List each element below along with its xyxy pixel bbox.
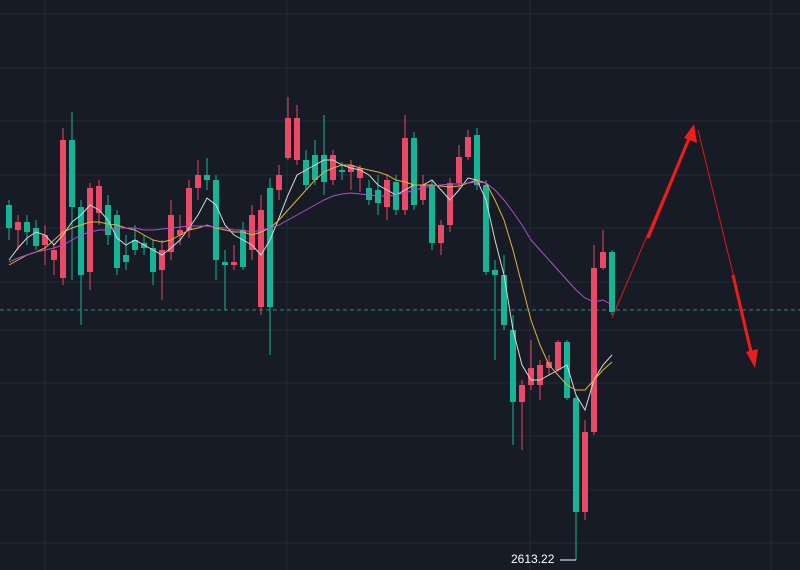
candle-body bbox=[6, 205, 12, 228]
candle-body bbox=[42, 235, 48, 245]
candle-body bbox=[384, 180, 390, 207]
candle-body bbox=[186, 188, 192, 230]
candle-body bbox=[537, 365, 543, 385]
candle-body bbox=[321, 155, 327, 182]
candle-body bbox=[564, 342, 570, 398]
candle-body bbox=[528, 368, 534, 385]
candle-body bbox=[420, 185, 426, 200]
candle-body bbox=[474, 135, 480, 185]
candle-body bbox=[411, 138, 417, 205]
moving-average-line bbox=[8, 181, 613, 306]
min-label: 2613.22 bbox=[511, 552, 555, 566]
candle-body bbox=[438, 225, 444, 243]
candle-body bbox=[555, 342, 561, 370]
candle-body bbox=[456, 157, 462, 183]
candle-body bbox=[114, 215, 120, 268]
candle-body bbox=[51, 250, 57, 260]
candle-body bbox=[510, 330, 516, 402]
up-arrowhead bbox=[684, 124, 697, 143]
moving-average-line bbox=[8, 159, 613, 412]
candle-body bbox=[78, 207, 84, 275]
candle-body bbox=[285, 118, 291, 158]
candle-body bbox=[501, 275, 507, 325]
candle-body bbox=[15, 222, 21, 230]
candle-body bbox=[24, 222, 30, 232]
candle-body bbox=[168, 215, 174, 252]
candle-body bbox=[240, 230, 246, 267]
candle-body bbox=[492, 270, 498, 275]
candle-body bbox=[276, 175, 282, 190]
candle-body bbox=[69, 140, 75, 207]
candle-body bbox=[609, 252, 615, 312]
candle-body bbox=[87, 188, 93, 272]
candle-body bbox=[150, 248, 156, 272]
candle-body bbox=[294, 118, 300, 160]
up-arrow bbox=[646, 135, 692, 239]
annotation-arrows bbox=[611, 124, 758, 368]
candle-body bbox=[231, 262, 237, 265]
candle-body bbox=[132, 240, 138, 250]
candle-body bbox=[465, 137, 471, 157]
candle-body bbox=[204, 175, 210, 180]
moving-average-line bbox=[8, 164, 613, 391]
candle-body bbox=[96, 186, 102, 213]
candle-body bbox=[402, 138, 408, 210]
candle-body bbox=[519, 385, 525, 402]
candle-body bbox=[303, 160, 309, 185]
plot bbox=[0, 97, 800, 560]
candle-body bbox=[312, 155, 318, 180]
candle-body bbox=[213, 180, 219, 260]
candle-body bbox=[591, 268, 597, 432]
candle-body bbox=[573, 398, 579, 512]
candle-body bbox=[159, 250, 165, 270]
candle-body bbox=[366, 188, 372, 200]
candle-body bbox=[393, 182, 399, 210]
candle-body bbox=[357, 168, 363, 178]
candle-body bbox=[483, 185, 489, 272]
candle-body bbox=[429, 185, 435, 243]
candle-body bbox=[582, 432, 588, 512]
candle-body bbox=[195, 175, 201, 188]
down-arrow bbox=[731, 274, 753, 353]
candle-body bbox=[339, 170, 345, 172]
candle-body bbox=[267, 188, 273, 307]
candle-body bbox=[177, 230, 183, 235]
candle-body bbox=[447, 183, 453, 225]
candle-body bbox=[33, 228, 39, 246]
candle-body bbox=[123, 255, 129, 262]
candle-body bbox=[600, 252, 606, 268]
candle-body bbox=[258, 210, 264, 307]
candle-body bbox=[222, 262, 228, 265]
candle-body bbox=[60, 140, 66, 278]
down-arrowhead bbox=[746, 349, 758, 368]
